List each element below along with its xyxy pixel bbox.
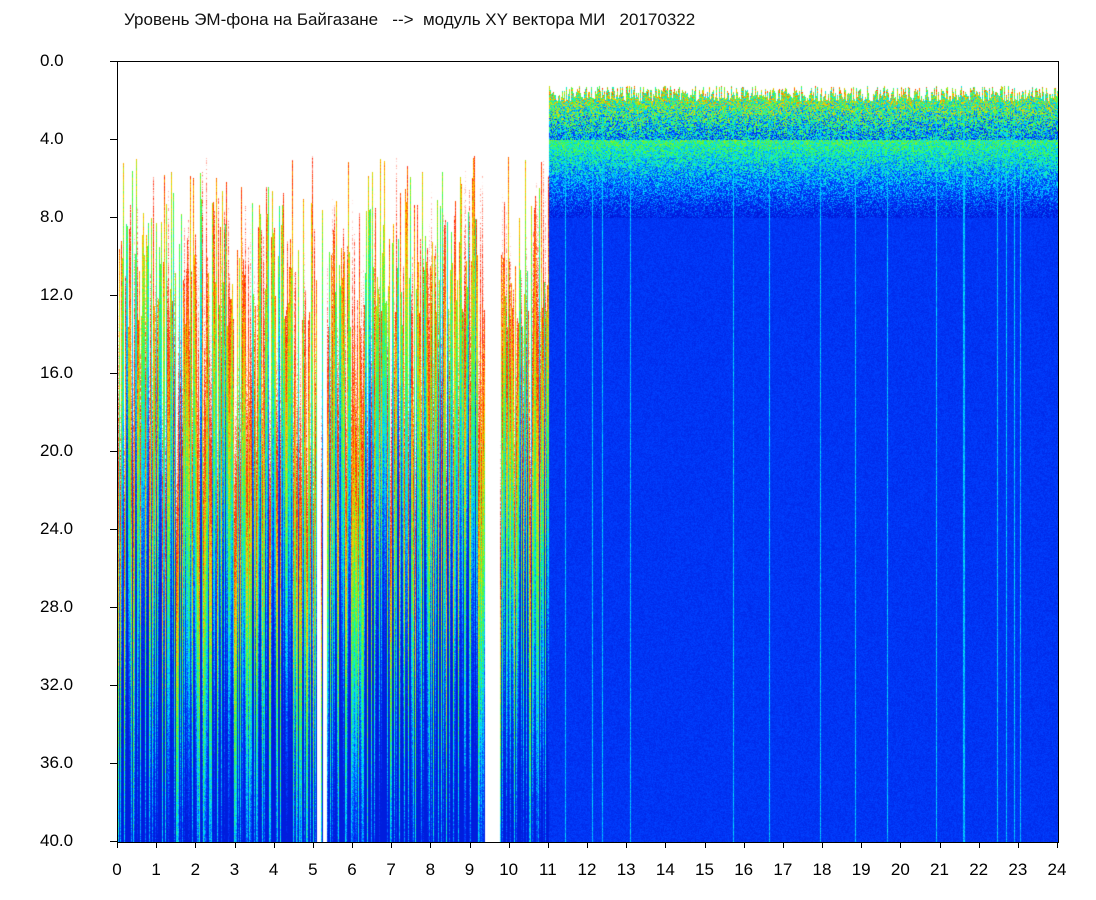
y-tick-mark [110, 295, 117, 296]
y-tick-mark [110, 217, 117, 218]
x-tick-label: 4 [268, 860, 279, 879]
x-tick-label: 13 [616, 860, 636, 879]
x-tick-mark [1057, 842, 1058, 848]
y-tick-mark [110, 373, 117, 374]
x-tick-mark [391, 842, 393, 848]
x-tick-label: 18 [812, 860, 832, 879]
x-tick-mark [939, 842, 941, 848]
y-tick-mark [110, 529, 117, 530]
spectrogram-heatmap [118, 62, 1058, 842]
y-tick-mark [110, 685, 117, 686]
x-tick-label: 7 [386, 860, 396, 879]
x-tick-label: 10 [499, 860, 519, 879]
x-tick-label: 12 [577, 860, 597, 879]
y-tick-label: 8.0 [40, 207, 64, 226]
x-tick-label: 19 [851, 860, 871, 879]
x-tick-label: 5 [308, 860, 318, 879]
x-tick-mark [743, 842, 745, 848]
x-tick-mark [117, 842, 118, 848]
y-tick-label: 40.0 [40, 831, 74, 850]
x-tick-mark [508, 842, 510, 848]
x-tick-label: 6 [347, 860, 357, 879]
x-tick-label: 16 [734, 860, 754, 879]
x-tick-mark [704, 842, 706, 848]
y-tick-label: 0.0 [40, 51, 64, 70]
y-tick-label: 24.0 [40, 519, 74, 538]
y-tick-label: 32.0 [40, 675, 74, 694]
x-tick-label: 2 [190, 860, 201, 879]
chart-title: Уровень ЭМ-фона на Байгазане --> модуль … [124, 10, 696, 29]
y-tick-label: 16.0 [40, 363, 74, 382]
x-tick-mark [312, 842, 314, 848]
x-tick-mark [547, 842, 549, 848]
x-tick-mark [430, 842, 432, 848]
y-tick-mark [110, 841, 117, 842]
x-tick-mark [861, 842, 863, 848]
x-tick-mark [234, 842, 236, 848]
x-tick-mark [469, 842, 471, 848]
x-tick-label: 8 [425, 860, 436, 879]
x-tick-mark [352, 842, 353, 848]
x-tick-mark [665, 842, 667, 848]
x-tick-mark [273, 842, 275, 848]
y-tick-mark [110, 763, 117, 764]
x-tick-mark [587, 842, 588, 848]
x-tick-mark [900, 842, 902, 848]
x-tick-label: 22 [969, 860, 989, 879]
x-tick-mark [978, 842, 980, 848]
x-tick-mark [626, 842, 628, 848]
y-tick-mark [110, 451, 117, 452]
y-tick-mark [110, 607, 117, 608]
x-tick-label: 24 [1047, 860, 1067, 879]
y-tick-label: 4.0 [40, 129, 64, 148]
x-tick-label: 3 [229, 860, 240, 879]
x-tick-label: 20 [890, 860, 910, 879]
x-tick-label: 14 [655, 860, 675, 879]
x-tick-mark [822, 842, 823, 848]
y-tick-label: 36.0 [40, 753, 74, 772]
x-tick-label: 15 [695, 860, 714, 879]
y-tick-label: 12.0 [40, 285, 74, 304]
x-tick-label: 9 [464, 860, 475, 879]
x-tick-mark [782, 842, 784, 848]
x-tick-label: 23 [1008, 860, 1028, 879]
x-tick-label: 0 [112, 860, 122, 879]
y-tick-mark [110, 139, 117, 140]
x-tick-label: 17 [773, 860, 793, 879]
x-tick-label: 1 [151, 860, 161, 879]
x-tick-mark [156, 842, 158, 848]
x-tick-mark [195, 842, 197, 848]
y-tick-label: 28.0 [40, 597, 74, 616]
x-tick-mark [1017, 842, 1019, 848]
y-tick-label: 20.0 [40, 441, 74, 460]
x-tick-label: 11 [539, 860, 557, 879]
x-tick-label: 21 [930, 860, 949, 879]
plot-area [117, 61, 1059, 843]
y-tick-mark [110, 61, 117, 62]
